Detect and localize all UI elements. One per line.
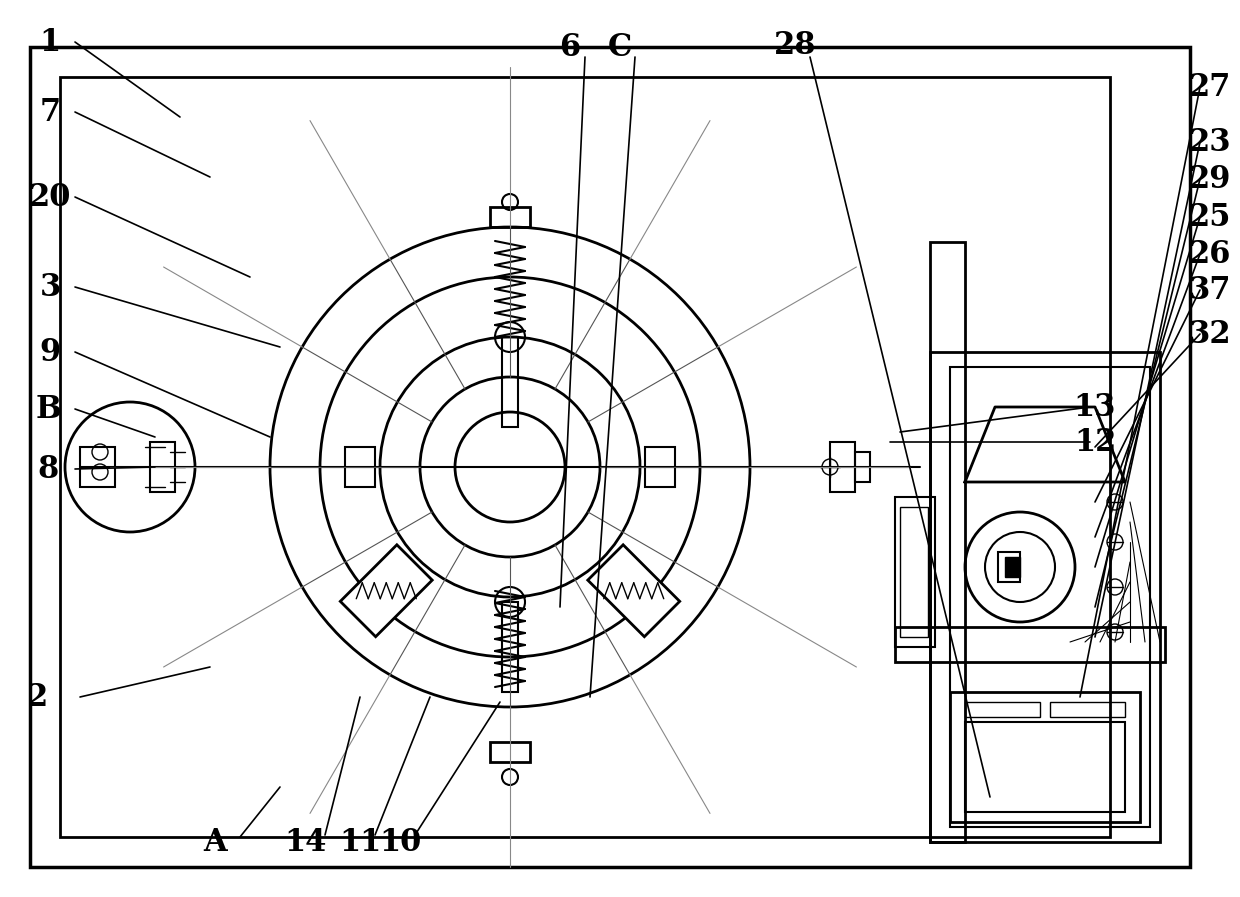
Text: 12: 12 [1074,426,1116,457]
Text: 10: 10 [379,826,422,858]
Bar [895,497,935,647]
Text: 9: 9 [40,336,61,368]
Text: 3: 3 [40,272,61,302]
Text: A: A [203,826,227,858]
Text: 8: 8 [37,454,58,484]
Bar [830,442,856,492]
Text: C: C [608,31,632,63]
Bar [856,452,870,482]
Bar [345,447,374,487]
Bar [150,442,175,492]
Bar [1050,702,1125,717]
Text: 11: 11 [339,826,381,858]
Bar [645,447,675,487]
Bar [950,367,1149,827]
Bar [502,602,518,692]
Bar [60,77,1110,837]
Text: 37: 37 [1189,274,1231,306]
Text: B: B [35,394,61,424]
Text: 29: 29 [1189,163,1231,195]
Bar [930,242,965,842]
Text: 26: 26 [1189,239,1231,269]
Bar [965,722,1125,812]
Text: 6: 6 [559,31,580,63]
Bar [81,447,115,487]
Text: 14: 14 [284,826,326,858]
Text: 13: 13 [1074,391,1116,422]
Bar [490,207,529,227]
Bar [588,544,680,637]
Bar [502,337,518,427]
Bar [900,507,928,637]
Bar [950,692,1140,822]
Text: 28: 28 [774,30,816,60]
Text: 27: 27 [1189,72,1231,102]
Bar [1004,557,1021,577]
Text: 23: 23 [1189,126,1231,158]
Bar [340,544,433,637]
Bar [998,552,1021,582]
Bar [930,352,1159,842]
Text: 2: 2 [27,682,48,712]
Text: 25: 25 [1189,202,1231,232]
Bar [895,627,1166,662]
Text: 7: 7 [40,97,61,127]
Text: 20: 20 [29,181,71,213]
Bar [490,742,529,762]
Bar [965,702,1040,717]
Text: 32: 32 [1189,318,1231,350]
Text: 1: 1 [40,27,61,57]
